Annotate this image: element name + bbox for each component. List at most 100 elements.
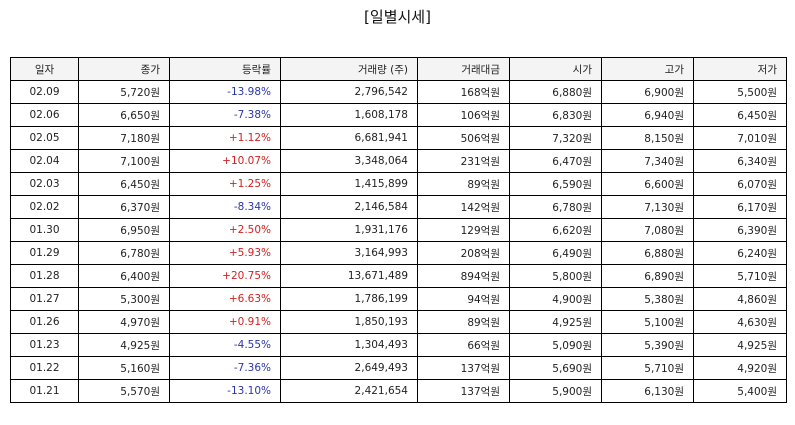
- cell-amount: 137억원: [417, 379, 510, 403]
- cell-open: 6,590원: [509, 172, 602, 196]
- cell-date: 01.22: [10, 356, 79, 380]
- cell-volume: 13,671,489: [280, 264, 418, 288]
- cell-close: 4,970원: [78, 310, 170, 334]
- cell-date: 01.27: [10, 287, 79, 311]
- cell-close: 6,450원: [78, 172, 170, 196]
- table-row: 02.05 7,180원 +1.12% 6,681,941 506억원 7,320원 8,1…: [10, 126, 787, 150]
- cell-close: 5,570원: [78, 379, 170, 403]
- cell-amount: 66억원: [417, 333, 510, 357]
- cell-change: -13.98%: [169, 80, 281, 104]
- cell-open: 4,900원: [509, 287, 602, 311]
- cell-low: 6,070원: [693, 172, 787, 196]
- daily-price-table: 일자 종가 등락률 거래량 (주) 거래대금 시가 고가 저가 02.09 5,7…: [10, 57, 787, 403]
- cell-date: 01.29: [10, 241, 79, 265]
- cell-high: 5,710원: [601, 356, 694, 380]
- cell-date: 01.26: [10, 310, 79, 334]
- table-row: 01.21 5,570원 -13.10% 2,421,654 137억원 5,900원 6,…: [10, 379, 787, 403]
- column-header-open: 시가: [509, 57, 602, 81]
- table-row: 01.26 4,970원 +0.91% 1,850,193 89억원 4,925원 5,10…: [10, 310, 787, 334]
- cell-high: 5,380원: [601, 287, 694, 311]
- column-header-low: 저가: [693, 57, 787, 81]
- table-body: 02.09 5,720원 -13.98% 2,796,542 168억원 6,880원 6,…: [10, 80, 787, 403]
- table-row: 01.27 5,300원 +6.63% 1,786,199 94억원 4,900원 5,38…: [10, 287, 787, 311]
- cell-close: 4,925원: [78, 333, 170, 357]
- cell-low: 6,170원: [693, 195, 787, 219]
- cell-open: 6,470원: [509, 149, 602, 173]
- cell-close: 6,780원: [78, 241, 170, 265]
- cell-date: 02.06: [10, 103, 79, 127]
- cell-change: -7.38%: [169, 103, 281, 127]
- cell-amount: 894억원: [417, 264, 510, 288]
- cell-date: 01.23: [10, 333, 79, 357]
- cell-amount: 89억원: [417, 172, 510, 196]
- cell-date: 01.28: [10, 264, 79, 288]
- cell-volume: 2,649,493: [280, 356, 418, 380]
- cell-high: 6,890원: [601, 264, 694, 288]
- cell-volume: 2,796,542: [280, 80, 418, 104]
- table-row: 01.30 6,950원 +2.50% 1,931,176 129억원 6,620원 7,0…: [10, 218, 787, 242]
- cell-open: 5,690원: [509, 356, 602, 380]
- cell-change: -4.55%: [169, 333, 281, 357]
- cell-amount: 106억원: [417, 103, 510, 127]
- table-header-row: 일자 종가 등락률 거래량 (주) 거래대금 시가 고가 저가: [10, 57, 787, 81]
- cell-change: +10.07%: [169, 149, 281, 173]
- cell-open: 5,800원: [509, 264, 602, 288]
- cell-change: -8.34%: [169, 195, 281, 219]
- column-header-date: 일자: [10, 57, 79, 81]
- cell-amount: 208억원: [417, 241, 510, 265]
- cell-date: 02.02: [10, 195, 79, 219]
- cell-close: 7,180원: [78, 126, 170, 150]
- cell-change: +0.91%: [169, 310, 281, 334]
- cell-volume: 2,421,654: [280, 379, 418, 403]
- cell-date: 01.21: [10, 379, 79, 403]
- table-row: 02.09 5,720원 -13.98% 2,796,542 168억원 6,880원 6,…: [10, 80, 787, 104]
- cell-volume: 3,348,064: [280, 149, 418, 173]
- cell-low: 4,920원: [693, 356, 787, 380]
- cell-volume: 1,850,193: [280, 310, 418, 334]
- cell-open: 6,830원: [509, 103, 602, 127]
- cell-close: 6,370원: [78, 195, 170, 219]
- cell-volume: 3,164,993: [280, 241, 418, 265]
- cell-low: 4,860원: [693, 287, 787, 311]
- cell-volume: 1,786,199: [280, 287, 418, 311]
- table-row: 01.29 6,780원 +5.93% 3,164,993 208억원 6,490원 6,8…: [10, 241, 787, 265]
- cell-amount: 142억원: [417, 195, 510, 219]
- cell-close: 7,100원: [78, 149, 170, 173]
- cell-high: 6,880원: [601, 241, 694, 265]
- cell-high: 6,940원: [601, 103, 694, 127]
- cell-open: 6,880원: [509, 80, 602, 104]
- cell-low: 6,240원: [693, 241, 787, 265]
- cell-amount: 94억원: [417, 287, 510, 311]
- cell-low: 5,400원: [693, 379, 787, 403]
- cell-open: 6,490원: [509, 241, 602, 265]
- cell-high: 6,130원: [601, 379, 694, 403]
- cell-change: +20.75%: [169, 264, 281, 288]
- cell-change: +6.63%: [169, 287, 281, 311]
- cell-high: 7,080원: [601, 218, 694, 242]
- cell-amount: 137억원: [417, 356, 510, 380]
- cell-date: 02.03: [10, 172, 79, 196]
- cell-date: 02.05: [10, 126, 79, 150]
- cell-close: 6,400원: [78, 264, 170, 288]
- table-row: 01.28 6,400원 +20.75% 13,671,489 894억원 5,800원 6…: [10, 264, 787, 288]
- cell-close: 6,950원: [78, 218, 170, 242]
- cell-high: 8,150원: [601, 126, 694, 150]
- cell-date: 02.04: [10, 149, 79, 173]
- cell-low: 7,010원: [693, 126, 787, 150]
- cell-volume: 1,304,493: [280, 333, 418, 357]
- cell-close: 6,650원: [78, 103, 170, 127]
- cell-high: 5,100원: [601, 310, 694, 334]
- column-header-amount: 거래대금: [417, 57, 510, 81]
- cell-low: 6,340원: [693, 149, 787, 173]
- cell-high: 5,390원: [601, 333, 694, 357]
- cell-amount: 89억원: [417, 310, 510, 334]
- cell-volume: 1,608,178: [280, 103, 418, 127]
- column-header-volume: 거래량 (주): [280, 57, 418, 81]
- cell-high: 6,600원: [601, 172, 694, 196]
- cell-low: 6,390원: [693, 218, 787, 242]
- column-header-close: 종가: [78, 57, 170, 81]
- table-row: 02.03 6,450원 +1.25% 1,415,899 89억원 6,590원 6,60…: [10, 172, 787, 196]
- cell-amount: 168억원: [417, 80, 510, 104]
- cell-date: 01.30: [10, 218, 79, 242]
